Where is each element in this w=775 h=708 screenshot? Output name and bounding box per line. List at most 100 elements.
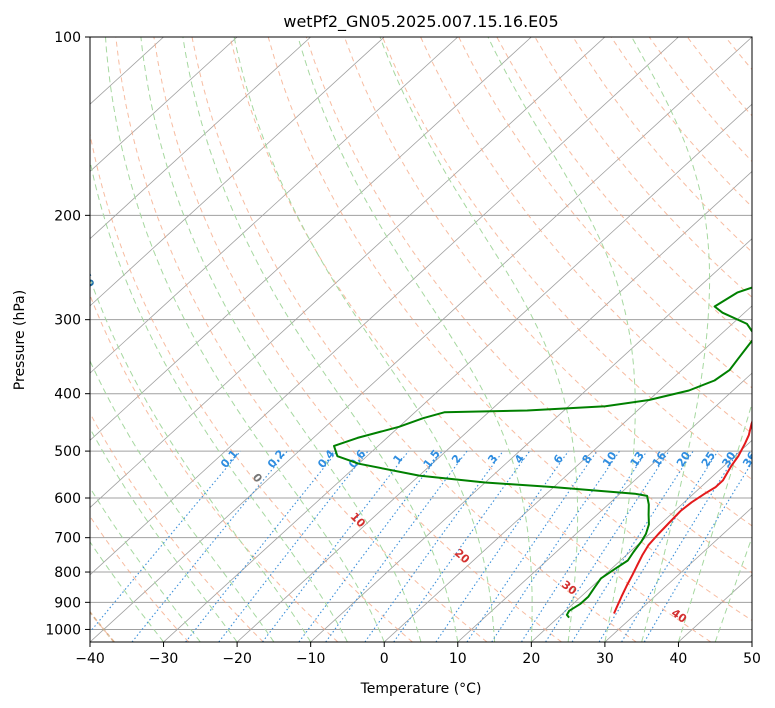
isotherms — [90, 37, 752, 642]
temperature-profile — [613, 419, 752, 614]
mixing-ratio-line — [90, 450, 241, 633]
isotherm-line — [90, 37, 385, 307]
mixing-ratio-label: 36 — [740, 449, 759, 469]
dry-adiabat-line — [90, 515, 190, 642]
isotherm-line — [90, 37, 459, 374]
y-tick-label: 800 — [54, 565, 81, 581]
moist-adiabat-line — [90, 359, 275, 642]
moist-adiabat-line — [90, 158, 348, 642]
dry-adiabat-line — [534, 37, 752, 298]
moist-adiabat-line — [677, 401, 752, 642]
dry-adiabat-line — [90, 293, 339, 642]
dry-adiabat-line — [267, 37, 752, 622]
dewpoint-profile — [333, 286, 752, 619]
x-tick-label: 10 — [449, 651, 467, 667]
moist-adiabat-line — [105, 37, 385, 642]
y-tick-label: 900 — [54, 595, 81, 611]
isotherm-line — [90, 37, 311, 240]
isotherm-line — [90, 37, 606, 509]
dry-adiabat-line — [115, 37, 488, 642]
moist-adiabat-line — [182, 37, 459, 642]
dry-adiabat-label: 20 — [452, 546, 472, 566]
mixing-ratio-line — [185, 450, 338, 642]
dry-adiabat-line — [610, 37, 752, 208]
mixing-ratio-line — [598, 450, 719, 642]
x-axis-label: Temperature (°C) — [360, 681, 482, 697]
x-tick-label: 40 — [670, 651, 688, 667]
dry-adiabat-line — [496, 37, 752, 344]
mixing-ratio-line — [218, 450, 369, 642]
dry-adiabat-line — [153, 37, 562, 642]
mixing-ratio-label: 8 — [580, 452, 595, 466]
mixing-ratio-lines — [90, 450, 752, 642]
mixing-ratio-label: 3 — [485, 452, 500, 466]
dry-adiabat-line — [229, 37, 712, 642]
y-tick-label: 600 — [54, 491, 81, 507]
x-tick-label: −30 — [149, 651, 179, 667]
mixing-ratio-line — [262, 450, 409, 642]
dry-adiabat-line — [764, 37, 775, 642]
mixing-ratio-line — [393, 450, 531, 642]
y-tick-label: 100 — [54, 30, 81, 46]
mixing-ratio-line — [545, 450, 670, 642]
moist-adiabat-line — [90, 427, 238, 642]
moist-adiabat-line — [90, 540, 164, 642]
dry-adiabat-line — [648, 37, 752, 163]
mixing-ratio-line — [466, 450, 598, 642]
x-tick-label: 50 — [743, 651, 761, 667]
isotherm-line — [90, 37, 238, 172]
moist-adiabat-line — [90, 486, 201, 642]
mixing-ratio-label: 2 — [449, 452, 464, 466]
y-tick-label: 300 — [54, 313, 81, 329]
dry-adiabat-line — [191, 37, 637, 642]
isotherm-line — [90, 37, 532, 441]
isotherm-line — [457, 372, 752, 642]
y-axis: 100 200 300 400 500 600 700 800 900 1000 — [45, 30, 90, 638]
moist-adiabat-line — [233, 37, 496, 642]
mixing-ratio-label: 6 — [551, 452, 566, 466]
x-tick-label: 20 — [522, 651, 540, 667]
y-axis-label: Pressure (hPa) — [12, 290, 28, 390]
dry-adiabat-line — [686, 37, 752, 117]
moist-adiabat-line — [714, 535, 752, 642]
mixing-ratio-line — [298, 450, 443, 642]
isotherm-line — [90, 37, 679, 576]
dry-adiabat-label: -20 — [21, 240, 39, 263]
dry-adiabat-label: 40 — [669, 606, 689, 626]
isotherm-line — [751, 641, 752, 642]
chart-title: wetPf2_GN05.2025.007.15.16.E05 — [283, 12, 558, 32]
dry-adiabat-line — [305, 37, 752, 574]
mixing-ratio-label: 4 — [512, 452, 527, 466]
x-tick-label: 0 — [380, 651, 389, 667]
dry-adiabat-line — [90, 412, 264, 642]
isotherm-line — [310, 238, 752, 642]
mixing-ratio-line — [491, 450, 621, 642]
y-tick-label: 400 — [54, 387, 81, 403]
moist-adiabats — [90, 37, 752, 642]
mixing-ratio-label: 1 — [390, 452, 405, 466]
moist-adiabat-line — [90, 277, 312, 642]
moist-adiabat-line — [297, 37, 533, 642]
dry-adiabat-label: -10 — [78, 266, 97, 289]
mixing-ratio-label: 10 — [600, 449, 620, 469]
mixing-ratio-line — [643, 461, 752, 642]
x-tick-label: 30 — [596, 651, 614, 667]
moist-adiabat-line — [379, 37, 579, 642]
y-tick-label: 200 — [54, 208, 81, 224]
x-axis: −40 −30 −20 −10 0 10 20 30 40 50 — [75, 642, 761, 667]
x-tick-label: −20 — [222, 651, 252, 667]
moist-adiabat-line — [487, 37, 636, 642]
mixing-ratio-line — [571, 450, 694, 642]
isotherm-line — [383, 305, 752, 642]
isotherm-line — [604, 507, 752, 642]
dry-adiabat-line — [572, 37, 752, 253]
mixing-ratio-label: 13 — [628, 449, 647, 469]
moist-adiabat-line — [631, 37, 711, 642]
sounding-profiles — [333, 286, 752, 619]
y-tick-label: 700 — [54, 531, 81, 547]
dry-adiabat-label: 10 — [348, 510, 368, 530]
isotherm-line — [163, 103, 752, 642]
mixing-ratio-line — [435, 450, 569, 642]
dry-adiabat-line — [343, 37, 752, 527]
